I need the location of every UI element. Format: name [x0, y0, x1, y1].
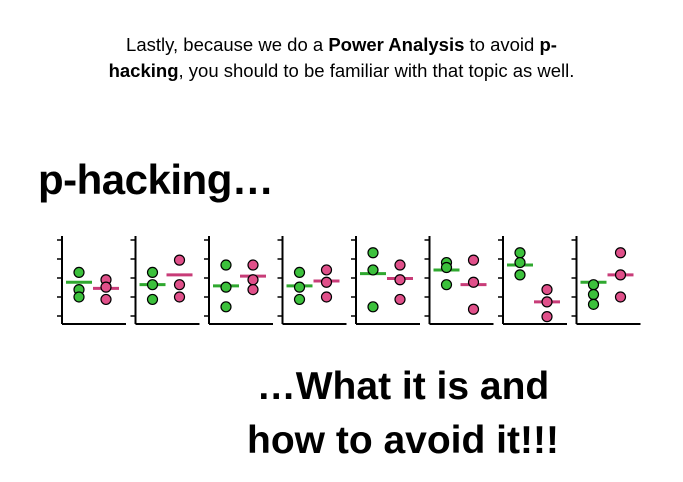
closing-text: …What it is and how to avoid it!!! [193, 360, 613, 468]
intro-part-2: to avoid [464, 34, 540, 55]
group-b-point [467, 276, 480, 288]
group-a-point [587, 298, 600, 310]
intro-part-1: Lastly, because we do a [126, 34, 329, 55]
group-b-point [173, 279, 186, 291]
group-a-point [587, 279, 600, 291]
group-b-point [394, 259, 406, 271]
heading: p-hacking… [38, 156, 274, 203]
group-b-point [320, 276, 333, 288]
closing-line-1: …What it is and [256, 365, 550, 408]
group-a-point [440, 279, 453, 291]
group-a-point [146, 266, 159, 279]
group-a-point [73, 266, 85, 279]
group-b-point [541, 283, 553, 296]
intro-text: Lastly, because we do a Power Analysis t… [100, 32, 583, 84]
group-b-point [614, 269, 627, 281]
group-b-point [394, 274, 406, 286]
group-b-point [541, 296, 553, 308]
group-a-point [146, 293, 159, 306]
scatter-panels [57, 236, 641, 325]
group-a-point [440, 261, 453, 274]
group-b-point [173, 254, 186, 266]
group-b-point [320, 264, 333, 276]
intro-bold-power-analysis: Power Analysis [328, 34, 465, 55]
group-b-point [541, 311, 553, 323]
group-a-point [587, 288, 600, 301]
intro-bold-p-hacking: p-hacking [108, 34, 557, 81]
group-a-point [73, 291, 85, 303]
group-a-point [514, 269, 526, 281]
group-a-point [146, 279, 159, 291]
group-b-point [394, 293, 406, 306]
group-a-point [514, 256, 526, 269]
group-a-point [293, 266, 306, 279]
closing-line-2: how to avoid it!!! [247, 419, 559, 462]
group-a-point [514, 247, 526, 259]
group-b-point [320, 291, 333, 303]
group-b-point [614, 247, 627, 259]
group-a-point [367, 264, 379, 276]
intro-part-3: , you should to be familiar with that to… [178, 60, 575, 81]
group-b-point [614, 291, 627, 303]
group-b-point [467, 254, 480, 266]
group-a-point [367, 301, 379, 313]
group-a-point [367, 247, 379, 259]
group-b-point [247, 259, 259, 271]
group-b-point [173, 291, 186, 303]
group-b-point [100, 281, 112, 293]
group-b-point [247, 283, 259, 296]
group-a-point [293, 281, 306, 293]
group-a-point [293, 293, 306, 306]
group-a-point [220, 259, 232, 271]
group-b-point [100, 293, 112, 306]
group-a-point [220, 301, 232, 313]
group-a-point [220, 281, 232, 293]
group-b-point [467, 303, 480, 315]
group-b-point [247, 274, 259, 286]
